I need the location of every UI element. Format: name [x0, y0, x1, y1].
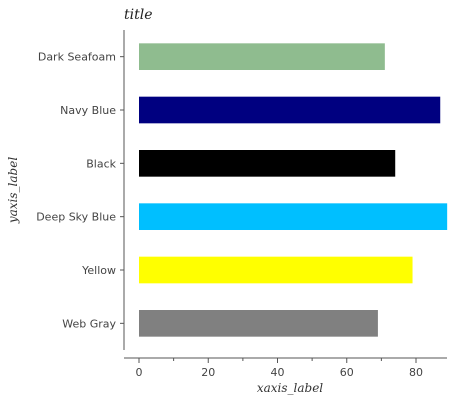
x-axis: 0 20 40 60 80 [124, 357, 447, 379]
bar-dark-seafoam [139, 43, 385, 70]
y-tick-label: Web Gray [62, 317, 116, 330]
y-tick-label: Yellow [81, 264, 116, 277]
chart-title: title [124, 7, 153, 23]
bar-yellow [139, 256, 413, 284]
x-tick-label: 20 [201, 366, 215, 379]
bars-group [139, 43, 448, 337]
y-tick-label: Dark Seafoam [38, 51, 116, 64]
y-tick-label: Navy Blue [60, 104, 116, 117]
x-axis-title: xaxis_label [257, 381, 323, 395]
y-tick-label: Black [86, 157, 116, 170]
x-tick-label: 80 [409, 366, 423, 379]
bar-deep-sky-blue [139, 203, 448, 230]
bar-navy-blue [139, 96, 441, 124]
y-axis: Web Gray Yellow Deep Sky Blue Black Navy Blu… [36, 30, 125, 350]
bar-web-gray [139, 310, 378, 337]
bar-black [139, 150, 396, 177]
x-tick-label: 0 [136, 366, 143, 379]
x-tick-label: 60 [340, 366, 354, 379]
y-tick-label: Deep Sky Blue [36, 211, 116, 224]
y-axis-title: yaxis_label [6, 157, 20, 224]
x-tick-label: 40 [271, 366, 285, 379]
